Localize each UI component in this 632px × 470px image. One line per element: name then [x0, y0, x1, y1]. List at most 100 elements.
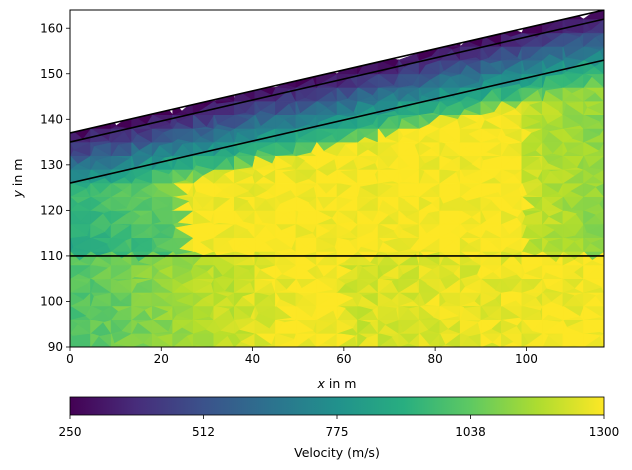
mesh-cell: [131, 319, 139, 334]
mesh-cell: [213, 277, 226, 293]
mesh-cell: [254, 305, 259, 320]
mesh-cell: [295, 209, 299, 225]
mesh-cell: [500, 291, 517, 307]
colorbar-tick-label: 1300: [589, 425, 620, 439]
mesh-cell: [439, 100, 448, 116]
mesh-cell: [213, 182, 223, 198]
mesh-cell: [439, 305, 459, 321]
mesh-cell: [295, 155, 305, 171]
mesh-cell: [377, 168, 394, 184]
mesh-cell: [398, 169, 403, 184]
mesh-cell: [542, 169, 551, 185]
mesh-cell: [480, 141, 487, 157]
mesh-cell: [562, 141, 568, 157]
mesh-cell: [500, 305, 521, 321]
mesh-cell: [172, 182, 188, 198]
mesh-cell: [542, 305, 549, 321]
mesh-cell: [562, 182, 571, 198]
mesh-cell: [316, 114, 319, 129]
mesh-cell: [295, 332, 310, 347]
mesh-cell: [131, 278, 138, 294]
mesh-cell: [500, 264, 518, 280]
mesh-cell: [275, 319, 285, 335]
mesh-cell: [70, 182, 87, 198]
mesh-cell: [480, 73, 484, 88]
mesh-cell: [213, 168, 225, 184]
mesh-cell: [70, 209, 82, 225]
mesh-cell: [110, 305, 119, 321]
mesh-cell: [562, 32, 581, 47]
mesh-cell: [70, 292, 84, 307]
mesh-cell: [398, 332, 410, 347]
mesh-cell: [583, 209, 596, 225]
mesh-cell: [562, 237, 575, 253]
mesh-cell: [500, 45, 518, 61]
mesh-cell: [234, 155, 253, 170]
mesh-cell: [275, 250, 281, 266]
mesh-cell: [275, 114, 286, 130]
mesh-cell: [336, 319, 354, 334]
mesh-cell: [131, 332, 144, 347]
mesh-cell: [500, 209, 518, 225]
mesh-cell: [542, 209, 550, 225]
mesh-cell: [70, 305, 87, 321]
mesh-cell: [336, 237, 351, 253]
mesh-cell: [542, 73, 546, 88]
colorbar-label: Velocity (m/s): [294, 445, 380, 460]
mesh-cell: [295, 196, 310, 211]
mesh-cell: [459, 319, 479, 334]
mesh-cell: [500, 59, 506, 75]
colorbar-tick-label: 775: [326, 425, 349, 439]
mesh-cell: [500, 195, 513, 211]
mesh-cell: [542, 59, 547, 75]
mesh-cell: [275, 264, 283, 280]
mesh-cell: [131, 141, 140, 157]
mesh-cell: [275, 141, 294, 157]
mesh-cell: [275, 305, 292, 321]
mesh-cell: [398, 236, 411, 252]
mesh-cell: [234, 278, 252, 293]
mesh-cell: [336, 155, 355, 170]
mesh-cell: [151, 278, 161, 294]
mesh-cell: [254, 196, 267, 212]
mesh-cell: [336, 100, 355, 116]
mesh-cell: [336, 86, 348, 102]
mesh-cell: [70, 223, 88, 239]
mesh-cell: [562, 114, 582, 129]
mesh-cell: [110, 155, 129, 170]
mesh-cell: [500, 73, 521, 88]
mesh-cell: [192, 209, 212, 225]
mesh-cell: [70, 332, 73, 347]
mesh-cell: [90, 291, 94, 307]
y-axis-label: y in m: [10, 159, 25, 199]
layer-boundary-1: [69, 18, 605, 143]
mesh-cell: [500, 141, 509, 157]
mesh-cell: [583, 278, 603, 293]
mesh-cell: [90, 264, 108, 280]
mesh-cell: [480, 87, 493, 102]
mesh-cell: [459, 114, 477, 129]
mesh-cell: [398, 182, 414, 198]
mesh-cell: [459, 264, 478, 280]
mesh-cell: [151, 196, 169, 211]
mesh-cell: [521, 127, 532, 143]
mesh-cell: [583, 114, 601, 129]
surface-line: [70, 10, 604, 134]
colorbar-ticks: 250 512 775 1038 1300: [59, 415, 620, 439]
mesh-cell: [521, 305, 542, 321]
x-axis: 0 20 40 60 80 100: [66, 347, 538, 366]
x-tick-label: 20: [154, 352, 169, 366]
mesh-cell: [192, 237, 201, 253]
mesh-cell: [500, 155, 513, 171]
mesh-cell: [521, 318, 533, 334]
mesh-cell: [336, 291, 354, 307]
mesh-cell: [295, 114, 309, 129]
mesh-cell: [480, 332, 493, 347]
mesh-cell: [357, 332, 367, 347]
mesh-cell: [295, 305, 313, 321]
mesh-cell: [90, 305, 103, 321]
mesh-cell: [521, 141, 537, 157]
mesh-cell: [70, 196, 78, 211]
mesh-cell: [357, 155, 377, 170]
mesh-cell: [377, 251, 387, 266]
